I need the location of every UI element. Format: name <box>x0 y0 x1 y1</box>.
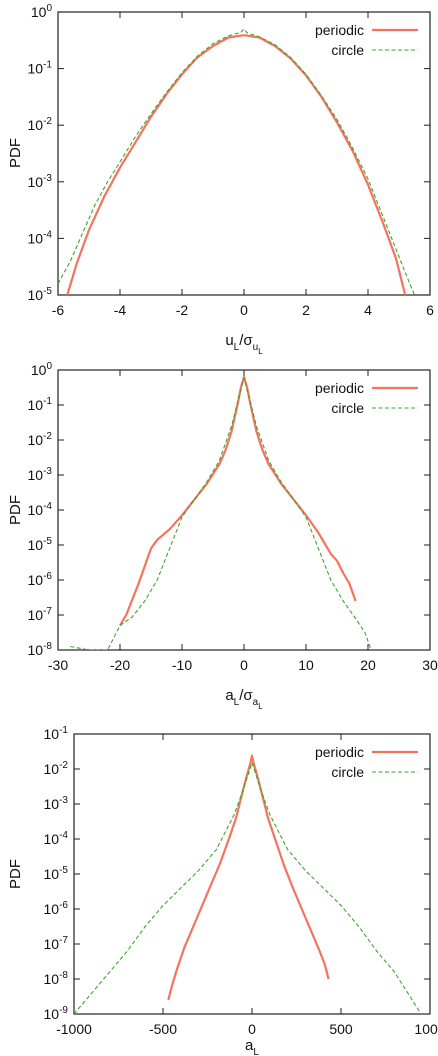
x-tick-label: 6 <box>426 302 434 318</box>
x-tick-label: 2 <box>302 302 310 318</box>
x-tick-label: -20 <box>110 657 130 673</box>
y-tick-label: 10-1 <box>28 396 53 413</box>
legend: periodic circle <box>315 744 418 780</box>
chart-panel-normalized-acceleration: -30 -20 -10 0 10 20 30 100 10-1 10-2 10-3 10-4 10-5 1… <box>7 361 438 711</box>
y-tick-label: 10-7 <box>28 606 53 623</box>
axis-ticks: -6 -4 -2 0 2 4 6 100 10-1 10-2 10-3 10-4 10-5 <box>28 3 435 318</box>
y-tick-label: 10-7 <box>44 935 69 952</box>
axis-ticks: -30 -20 -10 0 10 20 30 100 10-1 10-2 10-3 10-4 10-5 1… <box>28 361 438 673</box>
x-axis-label: aL/σaL <box>225 687 263 711</box>
x-tick-label: 20 <box>360 657 376 673</box>
plot-frame <box>57 11 431 296</box>
series-line-circle <box>70 377 372 650</box>
y-tick-label: 10-2 <box>28 116 53 133</box>
y-tick-label: 10-9 <box>44 1005 69 1022</box>
legend-label: periodic <box>315 380 364 396</box>
x-tick-label: -30 <box>48 657 68 673</box>
x-tick-label: -10 <box>172 657 192 673</box>
x-axis-label: uL/σuL <box>225 332 263 356</box>
axis-ticks: -1000 -500 0 500 1000 10-1 10-2 10-3 10-4 10-5 10-… <box>44 725 438 1037</box>
y-axis-label: PDF <box>7 859 24 889</box>
y-tick-label: 10-6 <box>28 571 53 588</box>
y-axis-label: PDF <box>7 138 24 168</box>
y-tick-label: 10-3 <box>28 466 53 483</box>
x-tick-label: 0 <box>240 657 248 673</box>
x-tick-label: -6 <box>52 302 65 318</box>
x-tick-label: -1000 <box>56 1021 92 1037</box>
series-line-periodic <box>119 375 357 627</box>
y-tick-label: 10-2 <box>28 431 53 448</box>
x-tick-label: -4 <box>114 302 127 318</box>
series-line-periodic <box>167 754 330 1001</box>
x-tick-label: 1000 <box>414 1021 438 1037</box>
x-tick-label: 0 <box>240 302 248 318</box>
y-tick-label: 100 <box>31 361 53 378</box>
y-tick-label: 10-1 <box>44 725 69 742</box>
y-tick-label: 10-5 <box>44 865 69 882</box>
y-tick-label: 10-3 <box>44 795 69 812</box>
series-line-circle <box>74 762 422 1014</box>
legend: periodic circle <box>315 22 418 58</box>
y-tick-label: 10-2 <box>44 760 69 777</box>
legend: periodic circle <box>315 380 418 416</box>
series-lines <box>70 375 372 650</box>
x-axis-label: aL <box>245 1037 259 1056</box>
y-tick-label: 10-8 <box>28 641 53 658</box>
y-tick-label: 10-4 <box>44 830 69 847</box>
plot-frame <box>73 733 431 1015</box>
x-tick-label: 10 <box>298 657 314 673</box>
x-tick-label: 500 <box>329 1021 353 1037</box>
legend-label: circle <box>331 42 364 58</box>
legend-label: periodic <box>315 744 364 760</box>
y-tick-label: 10-1 <box>28 60 53 77</box>
x-tick-label: 30 <box>422 657 438 673</box>
series-lines <box>58 28 416 295</box>
y-tick-label: 10-5 <box>28 536 53 553</box>
chart-panel-acceleration: -1000 -500 0 500 1000 10-1 10-2 10-3 10-4 10-5 10-… <box>7 725 438 1056</box>
series-lines <box>74 754 422 1014</box>
y-tick-label: 10-5 <box>28 286 53 303</box>
y-tick-label: 10-3 <box>28 173 53 190</box>
x-tick-label: 4 <box>364 302 372 318</box>
y-axis-label: PDF <box>7 495 24 525</box>
y-tick-label: 10-6 <box>44 900 69 917</box>
y-tick-label: 10-4 <box>28 229 53 246</box>
legend-label: circle <box>331 764 364 780</box>
y-tick-label: 10-4 <box>28 501 53 518</box>
x-tick-label: -500 <box>149 1021 177 1037</box>
y-tick-label: 10-8 <box>44 970 69 987</box>
legend-label: periodic <box>315 22 364 38</box>
plot-frame <box>57 369 431 651</box>
x-tick-label: -2 <box>176 302 189 318</box>
series-line-periodic <box>66 34 407 295</box>
series-line-circle <box>58 28 416 295</box>
legend-label: circle <box>331 400 364 416</box>
y-tick-label: 100 <box>31 3 53 20</box>
chart-panel-velocity: -6 -4 -2 0 2 4 6 100 10-1 10-2 10-3 10-4 10-5 period… <box>7 3 434 356</box>
x-tick-label: 0 <box>248 1021 256 1037</box>
